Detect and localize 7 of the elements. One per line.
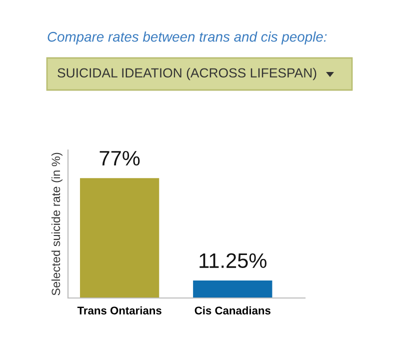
data-label: 77%: [100, 150, 140, 166]
chart-subtitle: SUICIDAL IDEATION (ACROSS LIFESPAN): [58, 68, 316, 80]
data-label: 11.25%: [200, 253, 266, 268]
chart-title: Compare rates between trans and cis people:: [48, 32, 327, 44]
x-tick-label: Cis Canadians: [194, 306, 270, 314]
y-axis-title: Selected suicide rate (in %): [51, 152, 62, 296]
x-tick-label: Trans Ontarians: [77, 306, 162, 314]
